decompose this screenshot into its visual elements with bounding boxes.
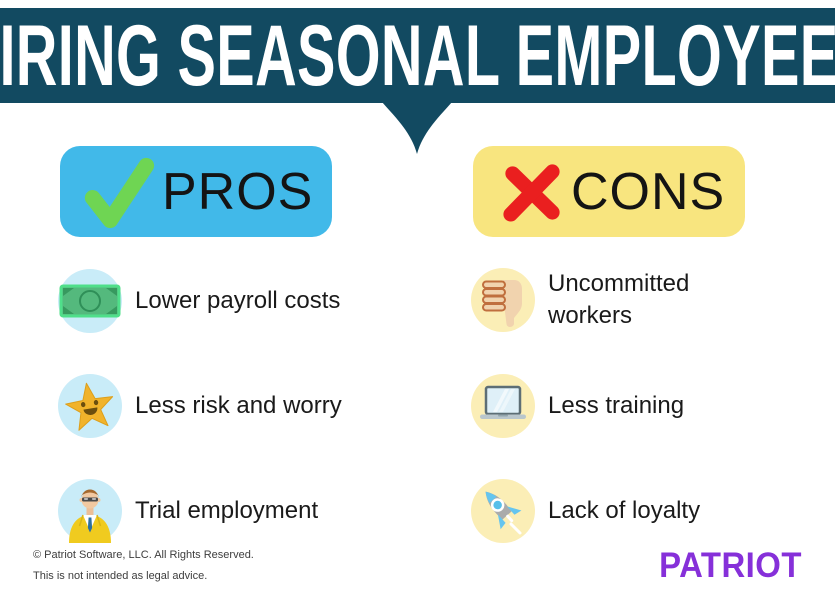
list-item-label: Less training — [548, 391, 685, 419]
list-item-label: Lack of loyalty — [548, 496, 701, 524]
laptop-icon — [471, 374, 535, 438]
list-item-lack-of-loyalty: Lack of loyalty — [471, 479, 700, 543]
list-item-less-risk: Less risk and worry — [58, 374, 342, 438]
patriot-logo: PATRIOT — [659, 546, 802, 585]
header-banner: HIRING SEASONAL EMPLOYEES — [0, 8, 835, 103]
checkmark-icon — [84, 157, 155, 228]
rocket-icon — [471, 479, 535, 543]
page-title: HIRING SEASONAL EMPLOYEES — [0, 7, 835, 104]
disclaimer-text: This is not intended as legal advice. — [33, 570, 208, 582]
cons-badge: CONS — [473, 146, 745, 237]
pros-label: PROS — [162, 162, 314, 221]
star-icon — [58, 374, 122, 438]
cons-label: CONS — [571, 162, 726, 221]
list-item-uncommitted-workers: Uncommitted workers — [471, 268, 753, 333]
money-icon — [58, 269, 122, 333]
list-item-lower-payroll: Lower payroll costs — [58, 269, 340, 333]
pros-badge: PROS — [60, 146, 332, 237]
list-item-trial-employment: Trial employment — [58, 479, 318, 543]
list-item-less-training: Less training — [471, 374, 684, 438]
list-item-label: Uncommitted workers — [548, 270, 690, 330]
thumbs-down-icon — [471, 268, 535, 333]
copyright-text: © Patriot Software, LLC. All Rights Rese… — [33, 549, 254, 561]
list-item-label: Lower payroll costs — [135, 286, 341, 314]
list-item-label: Less risk and worry — [135, 391, 342, 419]
person-icon — [58, 479, 122, 543]
x-icon — [503, 163, 560, 222]
banner-pointer-triangle — [382, 102, 452, 154]
list-item-label: Trial employment — [135, 496, 319, 524]
